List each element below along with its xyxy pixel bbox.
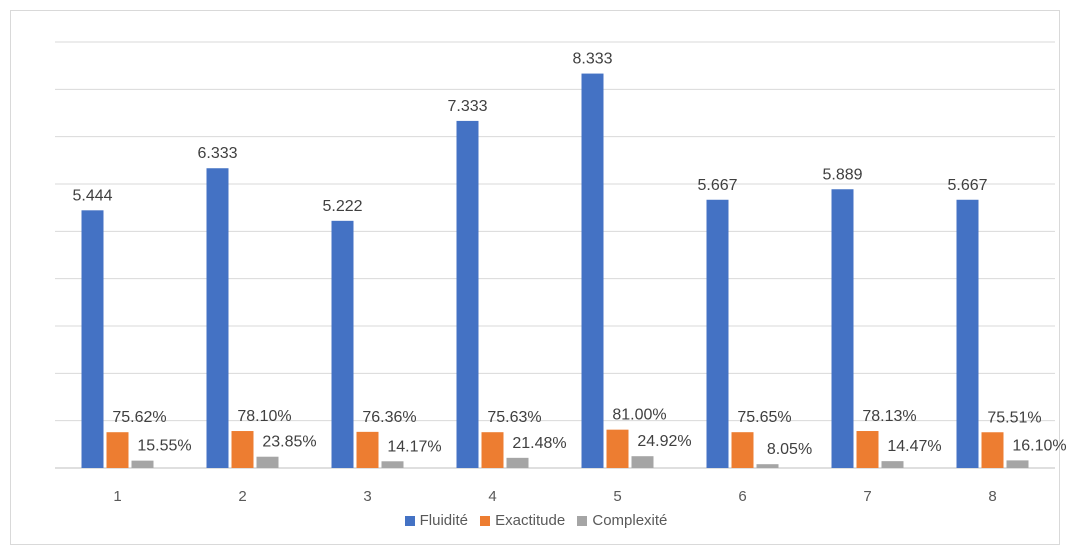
data-label-complexite-1: 15.55%: [137, 438, 191, 455]
bar-complexite-6: [756, 464, 779, 468]
legend-label-fluidite: Fluidité: [419, 512, 468, 529]
bar-complexite-3: [381, 461, 404, 468]
bar-fluidite-5: [581, 73, 604, 468]
bar-fluidite-1: [81, 210, 104, 469]
data-label-fluidite-1: 5.444: [72, 187, 112, 204]
data-label-complexite-3: 14.17%: [387, 438, 441, 455]
data-label-exactitude-8: 75.51%: [987, 409, 1041, 426]
data-label-complexite-8: 16.10%: [1012, 437, 1066, 454]
bar-fluidite-7: [831, 189, 854, 468]
gridlines: [55, 41, 1055, 469]
bar-complexite-2: [256, 456, 279, 468]
data-label-exactitude-1: 75.62%: [112, 409, 166, 426]
data-label-fluidite-3: 5.222: [322, 198, 362, 215]
bar-exactitude-4: [481, 432, 504, 468]
bar-exactitude-6: [731, 432, 754, 468]
data-labels: 5.444 75.62% 15.55% 6.333 78.10% 23.85% 5.222 7…: [72, 51, 1066, 459]
legend-item-fluidite: Fluidité: [404, 512, 468, 529]
legend-label-complexite: Complexité: [592, 512, 668, 529]
bar-complexite-1: [131, 460, 154, 468]
data-label-exactitude-3: 76.36%: [362, 409, 416, 426]
bar-exactitude-8: [981, 432, 1004, 468]
data-label-complexite-2: 23.85%: [262, 434, 316, 451]
bar-complexite-8: [1006, 460, 1029, 468]
bar-exactitude-2: [231, 431, 254, 468]
bars: [81, 73, 1029, 469]
legend-swatch-fluidite: [404, 515, 415, 526]
data-label-fluidite-6: 5.667: [697, 177, 737, 194]
legend: Fluidité Exactitude Complexité: [0, 512, 1072, 530]
data-label-fluidite-2: 6.333: [197, 145, 237, 162]
legend-swatch-complexite: [577, 515, 588, 526]
bar-exactitude-5: [606, 429, 629, 468]
bar-exactitude-3: [356, 431, 379, 468]
data-label-fluidite-7: 5.889: [822, 166, 862, 183]
data-label-complexite-7: 14.47%: [887, 438, 941, 455]
data-label-fluidite-5: 8.333: [572, 51, 612, 68]
x-tick-label-1: 1: [113, 488, 121, 505]
bar-fluidite-8: [956, 199, 979, 468]
x-tick-label-4: 4: [488, 488, 496, 505]
x-tick-label-3: 3: [363, 488, 371, 505]
bar-exactitude-7: [856, 431, 879, 468]
bar-fluidite-2: [206, 168, 229, 468]
data-label-exactitude-6: 75.65%: [737, 409, 791, 426]
x-tick-label-7: 7: [863, 488, 871, 505]
legend-item-complexite: Complexité: [577, 512, 667, 529]
data-label-complexite-5: 24.92%: [637, 433, 691, 450]
x-tick-label-5: 5: [613, 488, 621, 505]
bar-complexite-4: [506, 457, 529, 468]
data-label-exactitude-7: 78.13%: [862, 408, 916, 425]
bar-complexite-5: [631, 456, 654, 468]
data-label-exactitude-2: 78.10%: [237, 408, 291, 425]
legend-item-exactitude: Exactitude: [480, 512, 565, 529]
data-label-fluidite-8: 5.667: [947, 177, 987, 194]
chart-frame: [10, 10, 1060, 545]
data-label-exactitude-5: 81.00%: [612, 407, 666, 424]
x-tick-label-8: 8: [988, 488, 996, 505]
bar-fluidite-4: [456, 120, 479, 468]
data-label-fluidite-4: 7.333: [447, 98, 487, 115]
data-label-complexite-6: 8.05%: [767, 441, 812, 458]
data-label-complexite-4: 21.48%: [512, 435, 566, 452]
bar-fluidite-6: [706, 199, 729, 468]
x-tick-label-2: 2: [238, 488, 246, 505]
x-tick-label-6: 6: [738, 488, 746, 505]
legend-label-exactitude: Exactitude: [495, 512, 566, 529]
bar-exactitude-1: [106, 432, 129, 468]
data-label-exactitude-4: 75.63%: [487, 409, 541, 426]
legend-swatch-exactitude: [480, 515, 491, 526]
x-tick-labels: 1 2 3 4 5 6 7 8: [113, 488, 996, 505]
bar-complexite-7: [881, 461, 904, 468]
bar-fluidite-3: [331, 220, 354, 468]
